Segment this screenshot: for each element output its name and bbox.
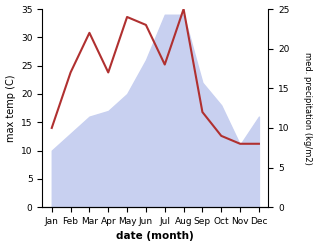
Y-axis label: max temp (C): max temp (C) xyxy=(5,74,16,142)
X-axis label: date (month): date (month) xyxy=(116,231,194,242)
Y-axis label: med. precipitation (kg/m2): med. precipitation (kg/m2) xyxy=(303,52,313,165)
